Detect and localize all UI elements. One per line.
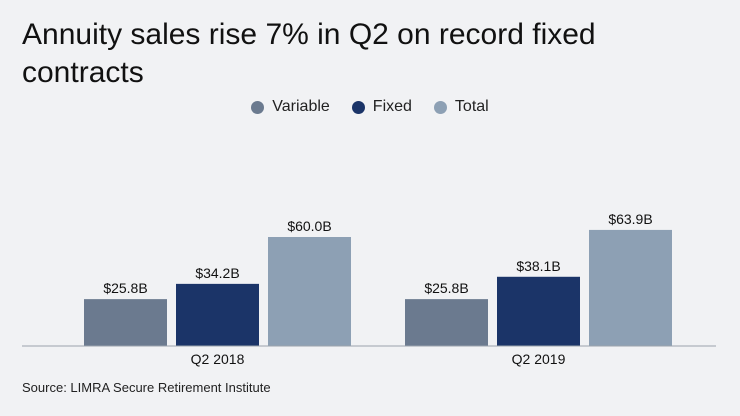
bar-variable-1 [405, 299, 488, 346]
chart-title: Annuity sales rise 7% in Q2 on record fi… [22, 18, 596, 89]
source-note: Source: LIMRA Secure Retirement Institut… [22, 380, 271, 395]
data-label-variable-1: $25.8B [424, 280, 468, 296]
bar-fixed-0 [176, 283, 259, 346]
legend-label-total: Total [454, 98, 489, 115]
legend-swatch-variable [251, 100, 265, 114]
data-label-total-0: $60.0B [287, 218, 331, 234]
bar-variable-0 [84, 299, 167, 346]
legend-label-variable: Variable [272, 98, 330, 115]
legend: Variable Fixed Total [0, 98, 740, 116]
legend-swatch-fixed [351, 100, 365, 114]
legend-item-fixed: Fixed [351, 98, 412, 116]
legend-item-total: Total [433, 98, 489, 116]
legend-item-variable: Variable [251, 98, 330, 116]
bar-total-0 [268, 237, 351, 346]
legend-label-fixed: Fixed [372, 98, 412, 115]
bar-fixed-1 [497, 276, 580, 346]
data-label-fixed-0: $34.2B [195, 265, 239, 281]
data-label-variable-0: $25.8B [103, 280, 147, 296]
x-tick-label-0: Q2 2018 [191, 351, 245, 367]
data-label-total-1: $63.9B [608, 211, 652, 227]
bar-total-1 [589, 229, 672, 346]
x-tick-label-1: Q2 2019 [512, 351, 566, 367]
data-label-fixed-1: $38.1B [516, 258, 560, 274]
legend-swatch-total [433, 100, 447, 114]
